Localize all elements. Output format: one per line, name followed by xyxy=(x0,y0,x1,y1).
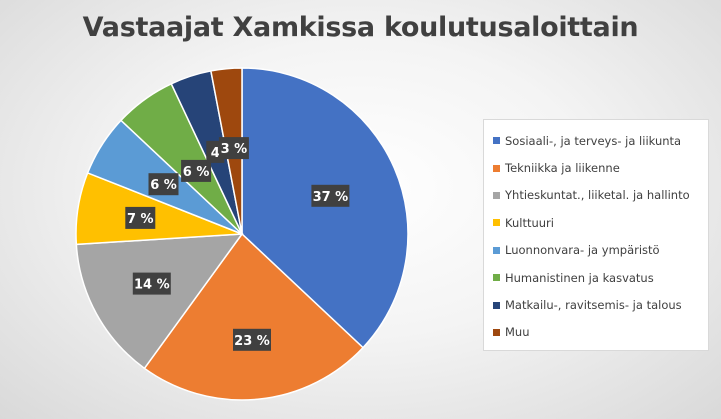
legend-label: Tekniikka ja liikenne xyxy=(505,161,620,176)
pie-slice xyxy=(143,232,365,401)
data-label: 6 % xyxy=(148,173,179,196)
legend-item: Sosiaali-, ja terveys- ja liikunta xyxy=(493,127,708,154)
data-label-text: 14 % xyxy=(134,278,170,293)
legend-label: Muu xyxy=(505,325,530,340)
legend-swatch xyxy=(493,274,500,282)
data-label-text: 4 xyxy=(211,146,220,161)
legend-item: Kulttuuri xyxy=(493,209,708,236)
legend-label: Sosiaali-, ja terveys- ja liikunta xyxy=(505,133,682,148)
data-label-text: 7 % xyxy=(127,212,154,227)
legend-swatch xyxy=(493,191,500,199)
data-label-box xyxy=(311,184,350,207)
legend: Sosiaali-, ja terveys- ja liikunta Teknii… xyxy=(483,119,709,351)
legend-swatch xyxy=(493,137,500,145)
legend-item: Matkailu-, ravitsemis- ja talous xyxy=(493,291,708,318)
data-label: 37 % xyxy=(311,184,350,207)
data-label-text: 6 % xyxy=(150,178,177,193)
data-label-box xyxy=(148,173,179,196)
data-label: 23 % xyxy=(233,328,271,351)
legend-label: Humanistinen ja kasvatus xyxy=(505,270,654,285)
data-label: 14 % xyxy=(132,272,171,295)
data-label-text: 23 % xyxy=(234,334,270,349)
legend-label: Matkailu-, ravitsemis- ja talous xyxy=(505,298,682,313)
legend-swatch xyxy=(493,301,500,309)
data-label-text: 3 % xyxy=(221,142,248,157)
legend-item: Tekniikka ja liikenne xyxy=(493,154,708,181)
legend-swatch xyxy=(493,219,500,227)
legend-label: Luonnonvara- ja ympäristö xyxy=(505,243,660,258)
data-label-box xyxy=(125,206,156,229)
legend-label: Yhtieskuntat., liiketal. ja hallinto xyxy=(505,188,690,203)
data-label: 6 % xyxy=(181,159,212,182)
pie-slice xyxy=(241,67,409,349)
data-label: 7 % xyxy=(125,206,156,229)
data-label-text: 37 % xyxy=(313,190,349,205)
data-label-box xyxy=(218,137,249,160)
legend-item: Luonnonvara- ja ympäristö xyxy=(493,237,708,264)
legend-item: Muu xyxy=(493,319,708,346)
legend-swatch xyxy=(493,164,500,172)
chart-title: Vastaajat Xamkissa koulutusaloittain xyxy=(82,12,639,43)
legend-swatch xyxy=(493,246,500,254)
data-label: 3 % xyxy=(218,137,249,160)
legend-label: Kulttuuri xyxy=(505,215,554,230)
data-label-text: 6 % xyxy=(183,165,210,180)
data-label-box xyxy=(181,159,212,182)
legend-swatch xyxy=(493,328,500,336)
data-label-box xyxy=(233,328,271,351)
pie-slice xyxy=(75,233,244,370)
legend-item: Humanistinen ja kasvatus xyxy=(493,264,708,291)
legend-item: Yhtieskuntat., liiketal. ja hallinto xyxy=(493,182,708,209)
data-label-box xyxy=(132,272,171,295)
